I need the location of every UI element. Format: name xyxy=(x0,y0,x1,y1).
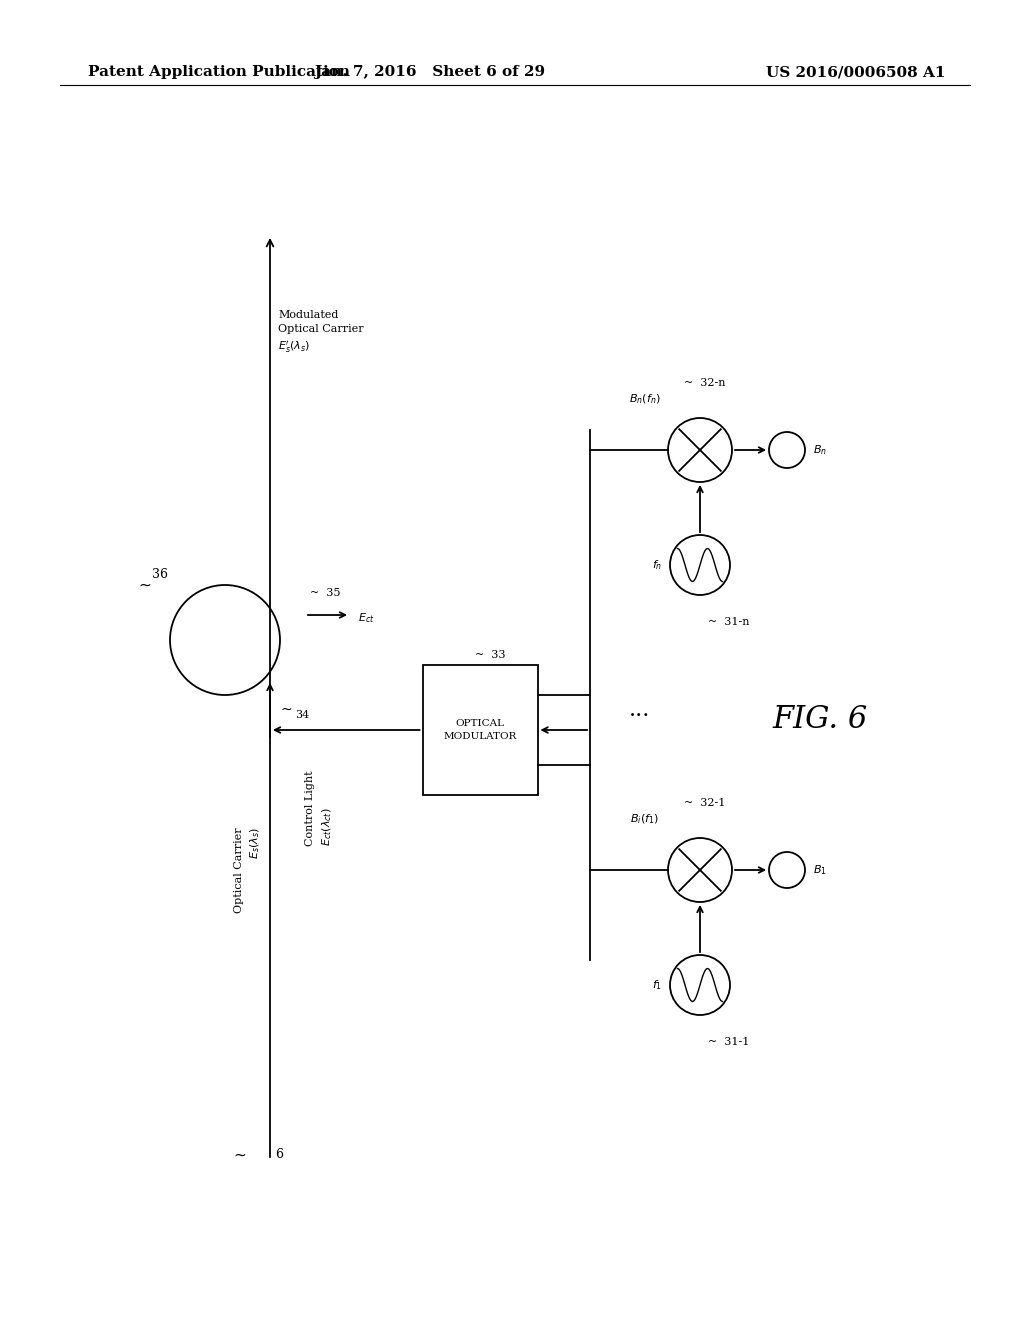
Text: ~  32-1: ~ 32-1 xyxy=(684,799,726,808)
Text: $B_n(f_n)$: $B_n(f_n)$ xyxy=(629,392,660,407)
Text: ~  31-1: ~ 31-1 xyxy=(708,1038,750,1047)
Text: Control Light
$E_{ct}(\lambda_{ct})$: Control Light $E_{ct}(\lambda_{ct})$ xyxy=(305,770,334,846)
Text: $B_i(f_1)$: $B_i(f_1)$ xyxy=(631,812,659,826)
Text: ...: ... xyxy=(630,700,650,721)
Text: ~  31-n: ~ 31-n xyxy=(708,616,750,627)
Text: ~  35: ~ 35 xyxy=(310,587,341,598)
Text: 36: 36 xyxy=(152,569,168,582)
Text: $f_n$: $f_n$ xyxy=(651,558,662,572)
Text: 6: 6 xyxy=(275,1148,283,1162)
Text: OPTICAL
MODULATOR: OPTICAL MODULATOR xyxy=(443,719,517,741)
Text: $E_{ct}$: $E_{ct}$ xyxy=(358,611,375,624)
Bar xyxy=(423,665,538,795)
Text: $f_1$: $f_1$ xyxy=(652,978,662,991)
Text: ~: ~ xyxy=(138,578,152,593)
Text: US 2016/0006508 A1: US 2016/0006508 A1 xyxy=(766,65,945,79)
Text: ~: ~ xyxy=(280,704,292,717)
Text: $B_n$: $B_n$ xyxy=(813,444,827,457)
Text: Optical Carrier
$E_s(\lambda_s)$: Optical Carrier $E_s(\lambda_s)$ xyxy=(233,828,262,913)
Text: Jan. 7, 2016   Sheet 6 of 29: Jan. 7, 2016 Sheet 6 of 29 xyxy=(314,65,546,79)
Text: ~  33: ~ 33 xyxy=(475,649,505,660)
Text: Modulated
Optical Carrier
$E_s'(\lambda_s)$: Modulated Optical Carrier $E_s'(\lambda_… xyxy=(278,310,364,355)
Text: 34: 34 xyxy=(295,710,309,719)
Text: $B_1$: $B_1$ xyxy=(813,863,826,876)
Text: FIG. 6: FIG. 6 xyxy=(772,705,867,735)
Text: ~  32-n: ~ 32-n xyxy=(684,378,726,388)
Text: Patent Application Publication: Patent Application Publication xyxy=(88,65,350,79)
Text: ~: ~ xyxy=(233,1147,247,1163)
